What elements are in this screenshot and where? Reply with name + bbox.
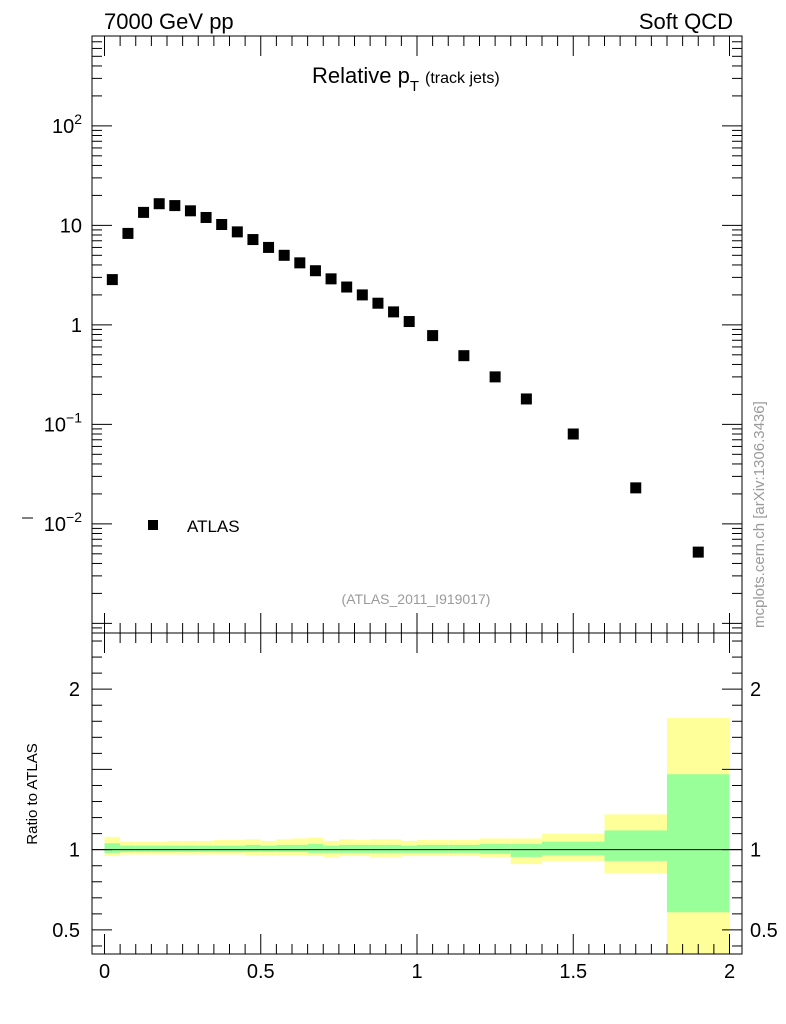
ratio-y-tick-label: 0.5 <box>750 920 778 942</box>
data-point <box>489 371 501 383</box>
ratio-y-tick-label: 0.5 <box>52 920 80 942</box>
main-y-tick-label: 10 <box>60 215 82 237</box>
legend-label-atlas: ATLAS <box>187 517 240 536</box>
data-point <box>169 200 181 212</box>
x-tick-labels: 0 0.5 1 1.5 2 <box>99 961 735 983</box>
data-point <box>294 257 306 269</box>
inner-uncertainty-band <box>479 844 511 854</box>
data-point <box>630 482 642 494</box>
data-point <box>372 297 384 309</box>
inner-uncertainty-band <box>104 843 121 853</box>
x-tick-label: 1.5 <box>559 961 587 983</box>
data-point <box>356 289 368 301</box>
legend: ATLAS <box>148 517 240 536</box>
data-point <box>341 281 353 293</box>
process-label: Soft QCD <box>639 9 733 34</box>
inner-uncertainty-band <box>354 844 371 853</box>
inner-uncertainty-band <box>213 845 230 853</box>
data-point <box>403 316 415 328</box>
ratio-y-tick-label: 1 <box>750 840 761 862</box>
inner-uncertainty-band <box>667 774 730 913</box>
inner-uncertainty-band <box>385 844 402 853</box>
ratio-y-tick-labels-right: 0.5 1 2 <box>750 679 778 942</box>
data-point <box>216 219 228 231</box>
main-y-tick-label: 1 <box>71 315 82 337</box>
ratio-y-tick-label: 2 <box>69 679 80 701</box>
ratio-y-tick-label: 1 <box>69 840 80 862</box>
inner-uncertainty-band <box>245 844 261 853</box>
data-point <box>520 393 532 405</box>
plot-title-main: Relative p <box>312 63 410 88</box>
ratio-y-tick-label: 2 <box>750 679 761 701</box>
x-tick-label: 2 <box>724 961 735 983</box>
inner-uncertainty-band <box>307 844 324 853</box>
data-point <box>153 198 165 210</box>
plot-title: Relative pT (track jets) <box>312 63 500 95</box>
data-point <box>309 265 321 277</box>
data-point <box>122 227 134 239</box>
inner-uncertainty-band <box>167 845 183 853</box>
plot-title-suffix: (track jets) <box>425 70 500 87</box>
analysis-id-label: (ATLAS_2011_I919017) <box>342 591 491 607</box>
ratio-axis-ticks <box>92 633 742 954</box>
inner-uncertainty-band <box>229 845 246 853</box>
ratio-plot-frame <box>91 632 743 955</box>
uncertainty-bands <box>104 718 730 954</box>
ratio-axis-label: Ratio to ATLAS <box>24 743 41 844</box>
inner-uncertainty-band <box>198 845 214 853</box>
x-tick-label: 0.5 <box>247 961 275 983</box>
mcplots-source-label: mcplots.cern.ch [arXiv:1306.3436] <box>751 401 768 628</box>
data-point <box>184 205 196 217</box>
data-point <box>427 330 439 342</box>
main-plot-frame <box>91 35 743 634</box>
inner-uncertainty-band <box>120 845 136 853</box>
main-y-tick-label: 102 <box>52 111 82 138</box>
legend-marker <box>148 520 158 530</box>
data-point <box>458 350 470 362</box>
data-point <box>138 206 150 218</box>
data-point <box>278 249 290 261</box>
x-tick-label: 0 <box>99 961 110 983</box>
inner-uncertainty-band <box>151 845 167 853</box>
main-y-tick-label: 10−1 <box>44 409 82 436</box>
data-point <box>200 211 212 223</box>
inner-uncertainty-band <box>417 844 449 853</box>
ratio-plot-panel: 0.5 1 2 0.5 1 2 0 0.5 1 1.5 2 Ratio to ATLAS <box>24 632 778 983</box>
data-point <box>567 428 579 440</box>
data-point <box>247 234 259 246</box>
inner-uncertainty-band <box>510 844 542 857</box>
main-axis-ticks <box>92 35 742 634</box>
data-point <box>325 273 337 285</box>
data-points <box>106 198 704 558</box>
inner-uncertainty-band <box>292 844 308 853</box>
inner-uncertainty-band <box>542 841 605 856</box>
inner-uncertainty-band <box>276 844 292 853</box>
data-point <box>388 306 400 318</box>
data-point <box>231 226 243 238</box>
ratio-y-tick-labels-left: 0.5 1 2 <box>52 679 80 942</box>
inner-uncertainty-band <box>338 844 355 853</box>
inner-uncertainty-band <box>370 844 386 853</box>
inner-uncertainty-band <box>448 844 480 853</box>
data-point <box>692 546 704 558</box>
data-point <box>263 241 275 253</box>
x-tick-label: 1 <box>411 961 422 983</box>
main-y-tick-label: 10−2 <box>44 509 82 536</box>
inner-uncertainty-band <box>260 845 277 853</box>
plot-title-subscript: T <box>410 78 419 95</box>
data-point <box>106 274 118 286</box>
main-y-tick-labels: 10−2 10−1 1 10 102 <box>44 111 82 536</box>
inner-uncertainty-band <box>135 845 152 853</box>
inner-uncertainty-band <box>182 845 199 853</box>
main-plot-panel: 10−2 10−1 1 10 102 Relative pT (track jets) (… <box>22 35 743 634</box>
inner-uncertainty-band <box>604 830 667 861</box>
energy-label: 7000 GeV pp <box>104 9 234 34</box>
